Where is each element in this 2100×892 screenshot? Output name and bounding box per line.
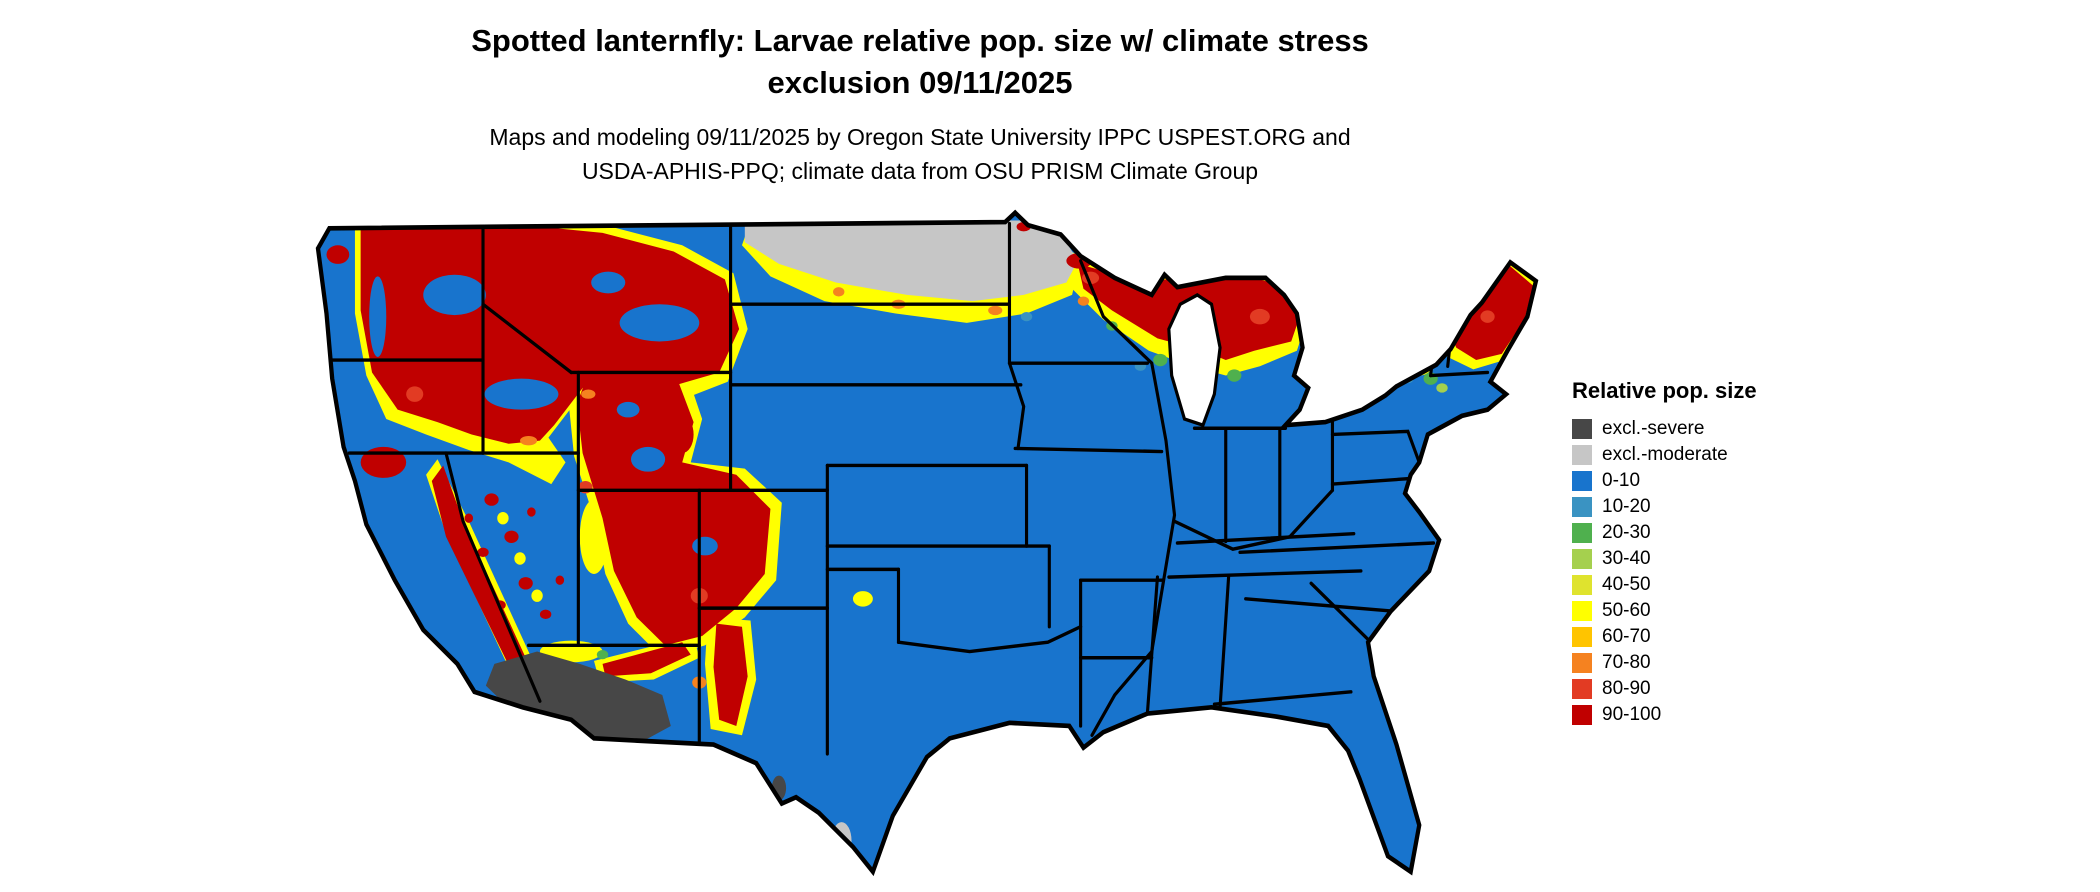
state-borders — [330, 221, 1490, 756]
subtitle-line-1: Maps and modeling 09/11/2025 by Oregon S… — [489, 124, 1351, 150]
legend-item: 50-60 — [1572, 598, 1832, 624]
legend-swatch — [1572, 679, 1592, 699]
legend: Relative pop. size excl.-severe excl.-mod… — [1572, 378, 1832, 728]
map-layer-orange — [520, 287, 1090, 689]
legend-swatch — [1572, 627, 1592, 647]
subtitle-line-2: USDA-APHIS-PPQ; climate data from OSU PR… — [581, 158, 1259, 184]
legend-items: excl.-severe excl.-moderate 0-10 10-20 20-30… — [1572, 416, 1832, 728]
legend-swatch — [1572, 653, 1592, 673]
page-title: Spotted lanternfly: Larvae relative pop.… — [0, 20, 1840, 104]
legend-swatch — [1572, 549, 1592, 569]
legend-item: 60-70 — [1572, 624, 1832, 650]
header: Spotted lanternfly: Larvae relative pop.… — [0, 20, 1840, 188]
legend-item-label: 30-40 — [1602, 548, 1651, 569]
legend-item-label: 60-70 — [1602, 626, 1651, 647]
legend-item-label: 10-20 — [1602, 496, 1651, 517]
legend-item: 30-40 — [1572, 546, 1832, 572]
legend-item: 10-20 — [1572, 494, 1832, 520]
map-raster-layers — [317, 212, 1536, 872]
legend-item: 80-90 — [1572, 676, 1832, 702]
legend-item: excl.-severe — [1572, 416, 1832, 442]
page-subtitle: Maps and modeling 09/11/2025 by Oregon S… — [0, 120, 1840, 188]
legend-swatch — [1572, 497, 1592, 517]
legend-swatch — [1572, 419, 1592, 439]
title-line-1: Spotted lanternfly: Larvae relative pop.… — [471, 23, 1369, 58]
legend-swatch — [1572, 601, 1592, 621]
legend-item: 0-10 — [1572, 468, 1832, 494]
legend-item-label: 0-10 — [1602, 470, 1641, 491]
legend-item: excl.-moderate — [1572, 442, 1832, 468]
map-layer-blue-holes — [369, 271, 718, 556]
legend-item-label: excl.-severe — [1602, 418, 1705, 439]
legend-swatch — [1572, 575, 1592, 595]
us-map-image — [315, 209, 1539, 877]
legend-item: 20-30 — [1572, 520, 1832, 546]
legend-item: 70-80 — [1572, 650, 1832, 676]
legend-swatch — [1572, 471, 1592, 491]
legend-swatch — [1572, 523, 1592, 543]
legend-item: 90-100 — [1572, 702, 1832, 728]
lake-michigan — [1167, 292, 1222, 428]
legend-item-label: 90-100 — [1602, 704, 1662, 725]
us-map — [308, 205, 1553, 881]
legend-item-label: 80-90 — [1602, 678, 1651, 699]
legend-title: Relative pop. size — [1572, 378, 1757, 403]
legend-swatch — [1572, 445, 1592, 465]
legend-item-label: 40-50 — [1602, 574, 1651, 595]
legend-item-label: 50-60 — [1602, 600, 1651, 621]
legend-item-label: excl.-moderate — [1602, 444, 1728, 465]
title-line-2: exclusion 09/11/2025 — [767, 65, 1073, 100]
us-outline — [315, 209, 1539, 877]
legend-item: 40-50 — [1572, 572, 1832, 598]
legend-item-label: 20-30 — [1602, 522, 1651, 543]
legend-swatch — [1572, 705, 1592, 725]
legend-item-label: 70-80 — [1602, 652, 1651, 673]
